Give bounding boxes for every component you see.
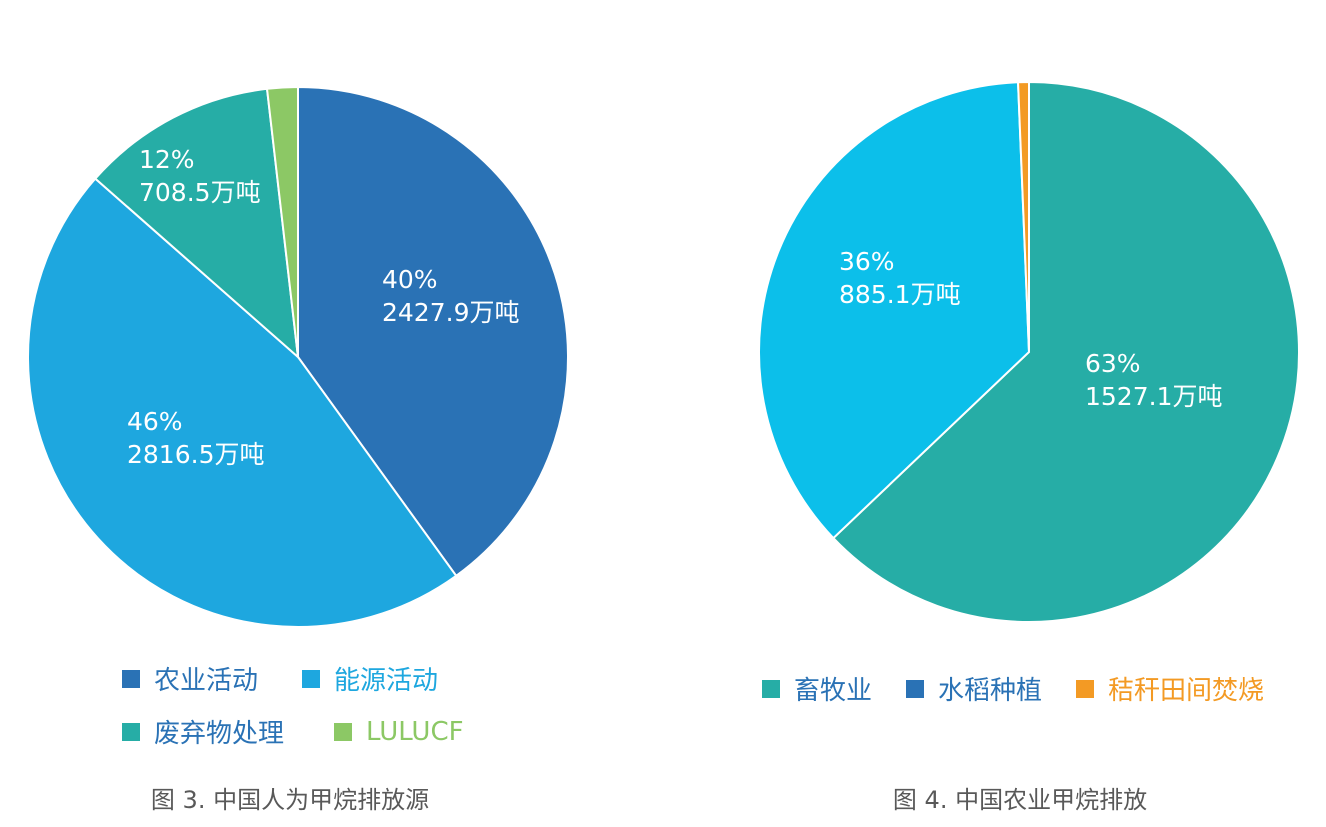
legend-item-rice: 水稻种植 xyxy=(906,670,1042,707)
slice-value-label: 15.7万吨 xyxy=(1011,48,1117,77)
legend-label: LULUCF xyxy=(366,716,464,747)
legend-item-livestock: 畜牧业 xyxy=(762,670,872,707)
legend-methane-sources: 农业活动 能源活动 废弃物处理 LULUCF xyxy=(122,660,502,750)
slice-value-label: 885.1万吨 xyxy=(839,280,961,309)
slice-percent-label: 12% xyxy=(139,145,195,174)
legend-agriculture-methane: 畜牧业 水稻种植 秸秆田间焚烧 xyxy=(762,670,1264,707)
slice-percent-label: 1% xyxy=(1011,15,1051,44)
slice-percent-label: 40% xyxy=(382,265,438,294)
pie-slice xyxy=(265,85,299,358)
legend-label: 农业活动 xyxy=(154,666,259,696)
figure-caption: 图 3. 中国人为甲烷排放源 xyxy=(150,786,430,814)
legend-swatch xyxy=(302,669,320,688)
slice-percent-label: 63% xyxy=(1085,349,1141,378)
legend-item-waste: 废弃物处理 xyxy=(122,713,334,750)
pie-slice xyxy=(831,80,1300,623)
legend-item-lulucf: LULUCF xyxy=(334,717,464,747)
slice-value-label: 708.5万吨 xyxy=(139,178,261,207)
pie-slice xyxy=(27,177,458,628)
legend-swatch xyxy=(334,722,352,741)
slice-percent-label: 46% xyxy=(127,407,183,436)
pie-chart-methane-sources: 40% 2427.9万吨 46% 2816.5万吨 12% 708.5万吨 2% 111万吨 xyxy=(27,17,569,628)
slice-percent-label: 2% xyxy=(259,17,299,46)
legend-item-straw-burning: 秸秆田间焚烧 xyxy=(1076,670,1264,707)
legend-label: 畜牧业 xyxy=(794,676,873,706)
slice-value-label: 2816.5万吨 xyxy=(127,440,264,469)
slice-value-label: 111万吨 xyxy=(259,50,357,79)
pie-slice xyxy=(758,81,1031,540)
pie-slice xyxy=(1016,80,1030,353)
legend-swatch xyxy=(122,669,140,688)
legend-swatch xyxy=(1076,679,1095,698)
slice-value-label: 1527.1万吨 xyxy=(1085,382,1222,411)
legend-label: 水稻种植 xyxy=(938,676,1043,706)
legend-label: 能源活动 xyxy=(334,666,439,696)
legend-swatch xyxy=(906,679,925,698)
pie-slice xyxy=(297,85,569,578)
pie-slice xyxy=(93,87,300,360)
legend-item-agriculture: 农业活动 xyxy=(122,660,302,697)
legend-label: 秸秆田间焚烧 xyxy=(1108,676,1265,706)
legend-label: 废弃物处理 xyxy=(154,719,285,749)
legend-swatch xyxy=(762,679,780,698)
legend-swatch xyxy=(122,722,140,741)
legend-item-energy: 能源活动 xyxy=(302,660,438,697)
pie-chart-agriculture-methane: 63% 1527.1万吨 36% 885.1万吨 1% 15.7万吨 xyxy=(758,15,1300,623)
figure-caption: 图 4. 中国农业甲烷排放 xyxy=(892,786,1148,814)
slice-percent-label: 36% xyxy=(839,247,895,276)
slice-value-label: 2427.9万吨 xyxy=(382,298,519,327)
